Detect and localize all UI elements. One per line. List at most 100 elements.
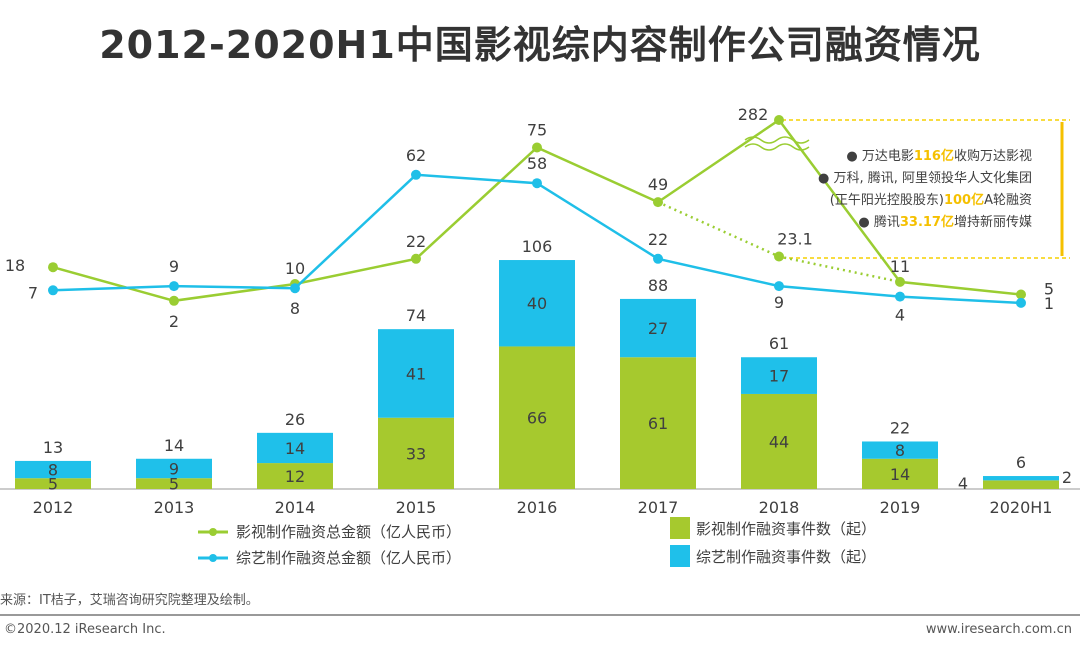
film-amount-point bbox=[774, 115, 784, 125]
legend-line-variety: 综艺制作融资总金额（亿人民币） bbox=[198, 547, 461, 568]
copyright: ©2020.12 iResearch Inc. bbox=[4, 622, 166, 637]
bar-film-label: 44 bbox=[769, 432, 789, 451]
bar-film bbox=[15, 478, 91, 489]
website-link[interactable]: www.iresearch.com.cn bbox=[925, 622, 1072, 637]
axis-break-mark bbox=[744, 143, 810, 151]
annotation-box: ● 万达电影116亿收购万达影视 ● 万科, 腾讯, 阿里领投华人文化集团 (正… bbox=[800, 146, 1032, 234]
x-tick-label: 2018 bbox=[759, 498, 800, 517]
bar-film bbox=[620, 357, 696, 489]
blue-line-marker-icon bbox=[198, 553, 228, 562]
bar-variety-label: 27 bbox=[648, 319, 668, 338]
bar-variety bbox=[983, 476, 1059, 481]
bar-film bbox=[378, 417, 454, 489]
bar-total-label: 106 bbox=[522, 237, 553, 256]
bar-film bbox=[741, 393, 817, 489]
bar-film bbox=[136, 478, 212, 489]
bar-film-label: 4 bbox=[958, 474, 968, 493]
bar-film-label: 66 bbox=[527, 409, 547, 428]
annotation-line-4: ● 腾讯33.17亿增持新丽传媒 bbox=[858, 215, 1032, 230]
bar-film bbox=[862, 458, 938, 489]
legend-bar-film: 影视制作融资事件数（起） bbox=[670, 517, 876, 539]
variety-amount-label: 7 bbox=[28, 283, 38, 302]
legend-label: 影视制作融资总金额（亿人民币） bbox=[236, 523, 462, 541]
x-tick-label: 2016 bbox=[517, 498, 558, 517]
variety-amount-label: 9 bbox=[774, 293, 784, 312]
bar-variety bbox=[741, 357, 817, 394]
bar-film-label: 33 bbox=[406, 444, 426, 463]
source-note: 来源：IT桔子，艾瑞咨询研究院整理及绘制。 bbox=[0, 593, 259, 608]
bar-film-label: 12 bbox=[285, 467, 305, 486]
variety-amount-label: 62 bbox=[406, 146, 426, 165]
bar-variety-label: 9 bbox=[169, 459, 179, 478]
bar-variety-label: 41 bbox=[406, 364, 426, 383]
x-tick-label: 2020H1 bbox=[990, 498, 1053, 517]
variety-amount-point bbox=[895, 291, 905, 302]
bar-variety-label: 8 bbox=[895, 441, 905, 460]
bar-variety bbox=[862, 441, 938, 459]
bar-variety bbox=[620, 298, 696, 358]
film-amount-label: 11 bbox=[890, 257, 910, 276]
variety-amount-point bbox=[411, 169, 421, 180]
x-tick-label: 2015 bbox=[396, 498, 437, 517]
bar-variety bbox=[136, 458, 212, 479]
x-tick-label: 2012 bbox=[33, 498, 74, 517]
bar-variety-label: 40 bbox=[527, 294, 547, 313]
film-amount-label: 49 bbox=[648, 175, 668, 194]
x-tick-label: 2019 bbox=[880, 498, 921, 517]
variety-amount-label: 1 bbox=[1044, 294, 1054, 313]
film-amount-label: 282 bbox=[738, 105, 769, 124]
green-swatch-icon bbox=[670, 517, 690, 539]
footer-divider bbox=[0, 614, 1080, 616]
blue-swatch-icon bbox=[670, 545, 690, 567]
x-tick-label: 2013 bbox=[154, 498, 195, 517]
bar-film bbox=[257, 463, 333, 489]
bar-variety-label: 17 bbox=[769, 367, 789, 386]
film-amount-point bbox=[48, 262, 58, 273]
bar-variety-label: 2 bbox=[1062, 468, 1072, 487]
bar-variety-label: 14 bbox=[285, 439, 305, 458]
variety-amount-point bbox=[48, 285, 58, 296]
bar-film bbox=[499, 346, 575, 489]
film-amount-alt-label: 23.1 bbox=[777, 229, 813, 248]
annotation-line-2: ● 万科, 腾讯, 阿里领投华人文化集团 bbox=[817, 171, 1032, 186]
variety-amount-label: 4 bbox=[895, 306, 905, 325]
variety-amount-label: 58 bbox=[527, 154, 547, 173]
variety-amount-label: 9 bbox=[169, 257, 179, 276]
variety-amount-label: 8 bbox=[290, 299, 300, 318]
variety-amount-point bbox=[1016, 297, 1026, 308]
film-amount-point bbox=[895, 276, 905, 287]
bar-variety bbox=[257, 432, 333, 464]
film-amount-label: 2 bbox=[169, 312, 179, 331]
legend-line-film: 影视制作融资总金额（亿人民币） bbox=[198, 521, 461, 542]
bar-total-label: 14 bbox=[164, 436, 184, 455]
bar-variety-label: 8 bbox=[48, 461, 58, 480]
film-amount-point bbox=[169, 295, 179, 306]
film-amount-point bbox=[411, 253, 421, 264]
legend-label: 综艺制作融资事件数（起） bbox=[696, 547, 877, 566]
bar-film bbox=[983, 480, 1059, 489]
film-amount-label: 5 bbox=[1044, 280, 1054, 299]
bar-film-label: 14 bbox=[890, 465, 910, 484]
bar-film-label: 5 bbox=[169, 475, 179, 494]
variety-amount-point bbox=[290, 283, 300, 294]
axis-break-mark bbox=[744, 136, 810, 144]
bar-total-label: 88 bbox=[648, 276, 668, 295]
legend-label: 综艺制作融资总金额（亿人民币） bbox=[236, 549, 462, 567]
bar-film-label: 61 bbox=[648, 414, 668, 433]
bar-total-label: 61 bbox=[769, 334, 789, 353]
bar-total-label: 26 bbox=[285, 410, 305, 429]
annotation-line-1: ● 万达电影116亿收购万达影视 bbox=[846, 149, 1032, 164]
bar-total-label: 6 bbox=[1016, 453, 1026, 472]
bar-total-label: 74 bbox=[406, 306, 426, 325]
variety-amount-point bbox=[532, 178, 542, 189]
green-line-marker-icon bbox=[198, 527, 228, 536]
film-amount-label: 18 bbox=[5, 256, 25, 275]
bar-total-label: 22 bbox=[890, 418, 910, 437]
bar-total-label: 13 bbox=[43, 438, 63, 457]
bar-variety bbox=[15, 460, 91, 479]
chart-title: 2012-2020H1中国影视综内容制作公司融资情况 bbox=[99, 23, 981, 67]
film-amount-alt-point bbox=[774, 251, 784, 262]
film-amount-point bbox=[1016, 289, 1026, 300]
variety-amount-point bbox=[169, 281, 179, 292]
variety-amount-point bbox=[653, 253, 663, 264]
